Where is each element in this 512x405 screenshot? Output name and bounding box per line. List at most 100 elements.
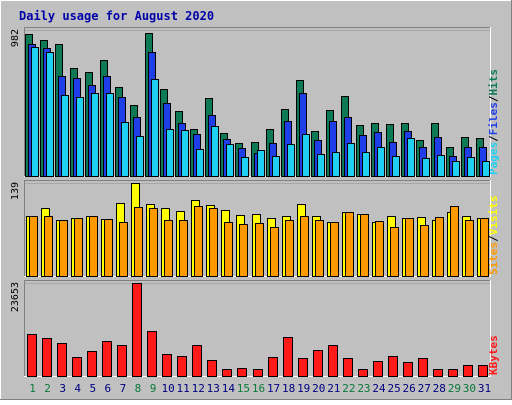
right-legend-label: Sites/Visits [487,196,500,276]
bar-pages-day-18 [287,144,295,177]
panels-group: 982 Pages/Files/Hits 139 Sites/Visits 23653 K… [10,27,500,377]
x-tick-label-day-8: 8 [135,382,142,395]
bar-pages-day-6 [106,93,114,177]
x-tick-label-day-25: 25 [387,382,400,395]
x-tick-label-day-31: 31 [478,382,491,395]
legend-part: Sites [487,242,500,275]
bar-kbytes-day-9 [147,331,157,377]
bar-pages-day-9 [151,79,159,177]
panel-kbytes: 23653 KBytes [10,280,500,377]
x-tick-label-day-10: 10 [161,382,174,395]
x-tick-label-day-1: 1 [29,382,36,395]
bar-sites-day-1 [29,216,38,277]
bar-pages-day-22 [347,143,355,177]
x-tick-label-day-13: 13 [207,382,220,395]
x-tick-label-day-30: 30 [463,382,476,395]
bar-sites-day-6 [104,219,113,277]
bar-pages-day-5 [91,93,99,177]
bar-kbytes-day-14 [222,369,232,377]
bar-kbytes-day-13 [207,360,217,377]
bar-kbytes-day-3 [57,343,67,377]
right-legend-label: KBytes [487,335,500,375]
x-tick-label-day-28: 28 [433,382,446,395]
bar-sites-day-23 [360,214,369,277]
bar-kbytes-day-11 [177,356,187,377]
bar-pages-day-10 [166,129,174,177]
bar-sites-day-2 [44,216,53,277]
bar-pages-day-16 [257,150,265,177]
bar-kbytes-day-26 [403,362,413,377]
bar-pages-day-8 [136,136,144,177]
bar-sites-day-15 [239,224,248,277]
bar-kbytes-day-4 [72,357,82,377]
y-max-label: 23653 [10,282,21,312]
x-tick-label-day-23: 23 [357,382,370,395]
x-tick-label-day-29: 29 [448,382,461,395]
bar-kbytes-day-18 [283,337,293,377]
bar-kbytes-day-25 [388,356,398,377]
bar-kbytes-day-1 [27,334,37,377]
bar-kbytes-day-10 [162,354,172,377]
right-legend-label: Pages/Files/Hits [487,69,500,175]
x-tick-label-day-11: 11 [177,382,190,395]
bar-kbytes-day-12 [192,345,202,377]
legend-part: Files [487,102,500,135]
legend-part: / [487,95,500,102]
bar-kbytes-day-22 [343,358,353,377]
x-tick-label-day-14: 14 [222,382,236,395]
bar-sites-day-25 [390,227,399,277]
legend-part: Pages [487,142,500,175]
bar-sites-day-30 [465,220,474,277]
bar-kbytes-day-17 [268,357,278,377]
bar-kbytes-day-30 [463,365,473,377]
legend-part: KBytes [487,335,500,375]
bar-sites-day-9 [149,208,158,277]
bar-kbytes-day-2 [42,338,52,377]
bar-pages-day-7 [121,122,129,177]
bar-sites-day-12 [194,206,203,277]
bar-pages-day-20 [317,154,325,177]
bar-kbytes-day-8 [132,283,142,377]
x-tick-label-day-16: 16 [252,382,265,395]
x-tick-label-day-3: 3 [59,382,66,395]
bar-pages-day-21 [332,152,340,177]
bar-pages-day-3 [61,95,69,177]
x-tick-label-day-15: 15 [237,382,250,395]
bar-pages-day-17 [272,156,280,177]
x-axis-labels: 1 2 3 4 5 6 7 8 9 10 11 12 13 14 15 16 17 18 19 20 21 22 23 24 2… [29,382,491,395]
bar-sites-day-17 [270,227,279,277]
panel-background [24,280,491,377]
y-max-label: 139 [10,182,21,200]
x-tick-label-day-6: 6 [105,382,112,395]
x-tick-label-day-9: 9 [150,382,157,395]
bar-sites-day-29 [450,206,459,277]
bar-pages-day-12 [196,149,204,177]
bar-pages-day-30 [467,157,475,177]
bar-sites-day-8 [134,207,143,277]
bar-sites-day-14 [224,222,233,277]
bar-kbytes-day-7 [117,345,127,377]
bar-pages-day-29 [452,161,460,177]
legend-part: / [487,235,500,242]
bar-pages-day-25 [392,156,400,177]
bar-kbytes-day-15 [237,368,247,377]
x-tick-label-day-20: 20 [312,382,325,395]
bar-pages-day-14 [226,144,234,177]
bar-sites-day-21 [330,222,339,277]
x-tick-label-day-7: 7 [120,382,127,395]
bar-pages-day-19 [302,134,310,177]
bar-kbytes-day-5 [87,351,97,377]
y-max-label: 982 [10,29,21,47]
bar-kbytes-day-19 [298,358,308,377]
bar-sites-day-16 [255,223,264,277]
panel-hits-files-pages: 982 Pages/Files/Hits [10,27,500,177]
bar-kbytes-day-27 [418,358,428,377]
bar-sites-day-27 [420,225,429,277]
bar-sites-day-18 [285,220,294,277]
bar-kbytes-day-28 [433,369,443,377]
x-tick-label-day-19: 19 [297,382,310,395]
legend-part: / [487,135,500,142]
bar-sites-day-11 [179,220,188,277]
